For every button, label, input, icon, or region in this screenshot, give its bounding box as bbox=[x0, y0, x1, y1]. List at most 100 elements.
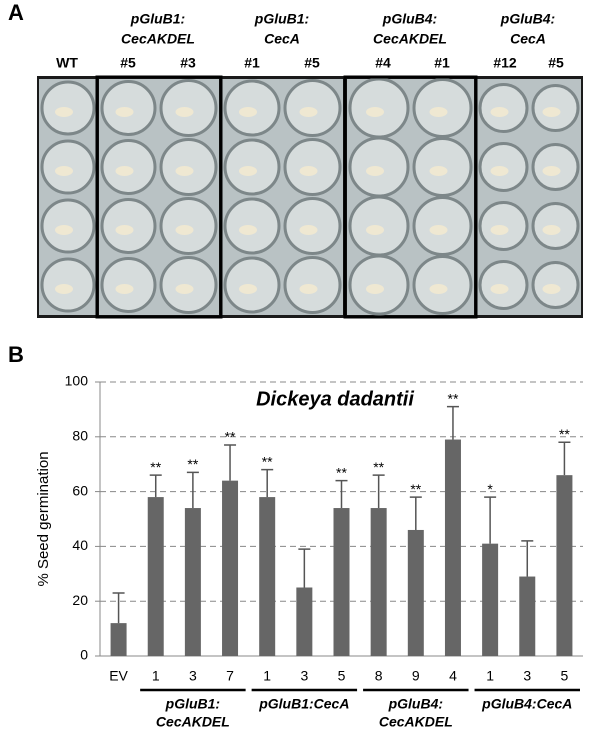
x-tick-label: 8 bbox=[375, 668, 383, 684]
y-tick-label: 20 bbox=[72, 592, 88, 608]
seed bbox=[542, 166, 561, 176]
bar bbox=[407, 529, 424, 656]
seed bbox=[299, 166, 318, 176]
significance: ** bbox=[373, 459, 384, 475]
bar bbox=[556, 475, 573, 656]
seed bbox=[542, 225, 561, 235]
bar bbox=[519, 576, 536, 656]
seed bbox=[55, 225, 73, 235]
seed bbox=[542, 284, 561, 294]
error-bar bbox=[409, 496, 422, 530]
x-tick-label: 7 bbox=[226, 668, 234, 684]
y-axis-label: % Seed germination bbox=[35, 451, 52, 586]
column-label: #4 bbox=[375, 55, 391, 71]
group-header: pGluB1: bbox=[130, 11, 185, 27]
seed bbox=[366, 166, 384, 176]
seed bbox=[175, 225, 194, 235]
bar bbox=[333, 508, 350, 656]
x-tick-label: 3 bbox=[300, 668, 308, 684]
error-bar bbox=[149, 474, 162, 498]
error-bar bbox=[224, 444, 237, 481]
x-tick-label: 5 bbox=[338, 668, 346, 684]
group-header: pGluB4: bbox=[500, 11, 555, 27]
seed bbox=[55, 107, 73, 117]
group-header: CecA bbox=[264, 31, 300, 47]
x-tick-label: 1 bbox=[486, 668, 494, 684]
error-bar bbox=[484, 496, 497, 544]
column-label: #3 bbox=[180, 55, 196, 71]
seed bbox=[239, 166, 257, 176]
seed bbox=[55, 166, 73, 176]
bar bbox=[482, 543, 499, 656]
bar bbox=[147, 497, 164, 656]
group-header: pGluB1: bbox=[254, 11, 309, 27]
column-label: #5 bbox=[120, 55, 136, 71]
column-label: WT bbox=[56, 55, 78, 71]
group-header: CecAKDEL bbox=[373, 31, 447, 47]
x-tick-label: EV bbox=[109, 668, 128, 684]
seed bbox=[115, 225, 134, 235]
seed bbox=[239, 284, 257, 294]
panel-label: A bbox=[8, 0, 24, 25]
x-tick-label: 1 bbox=[263, 668, 271, 684]
error-bar bbox=[335, 479, 348, 509]
column-label: #5 bbox=[304, 55, 320, 71]
seed bbox=[490, 107, 509, 117]
seed bbox=[429, 225, 448, 235]
group-header: pGluB4: bbox=[382, 11, 437, 27]
error-bar bbox=[446, 405, 459, 440]
group-label: pGluB4: bbox=[388, 696, 443, 712]
seed bbox=[490, 225, 509, 235]
x-tick-label: 3 bbox=[523, 668, 531, 684]
significance: ** bbox=[150, 459, 161, 475]
group-label: pGluB1:CecA bbox=[258, 696, 349, 712]
column-label: #1 bbox=[244, 55, 260, 71]
y-tick-label: 40 bbox=[72, 537, 88, 553]
bar bbox=[110, 623, 127, 656]
error-bar bbox=[521, 540, 534, 577]
significance: * bbox=[487, 481, 493, 497]
photo bbox=[37, 75, 583, 319]
significance: ** bbox=[410, 481, 421, 497]
bar bbox=[184, 508, 201, 656]
group-label: CecAKDEL bbox=[379, 714, 453, 730]
error-bar bbox=[558, 441, 571, 476]
significance: ** bbox=[262, 453, 273, 469]
seed bbox=[366, 107, 384, 117]
error-bar bbox=[261, 468, 274, 498]
group-frame bbox=[95, 75, 223, 319]
seed bbox=[429, 166, 448, 176]
group-label: pGluB4:CecA bbox=[481, 696, 572, 712]
significance: ** bbox=[559, 426, 570, 442]
seed bbox=[175, 284, 194, 294]
error-bar bbox=[112, 592, 125, 624]
x-tick-label: 4 bbox=[449, 668, 457, 684]
x-tick-label: 5 bbox=[561, 668, 569, 684]
group-label: pGluB1: bbox=[165, 696, 220, 712]
seed bbox=[490, 284, 509, 294]
seed bbox=[115, 166, 134, 176]
x-tick-label: 3 bbox=[189, 668, 197, 684]
panel-label: B bbox=[8, 342, 24, 367]
significance: ** bbox=[187, 456, 198, 472]
seed bbox=[299, 225, 318, 235]
error-bar bbox=[298, 548, 311, 588]
seed bbox=[299, 107, 318, 117]
x-tick-label: 9 bbox=[412, 668, 420, 684]
error-bar bbox=[186, 471, 199, 509]
y-tick-label: 100 bbox=[65, 373, 89, 389]
seed bbox=[542, 107, 561, 117]
seed bbox=[175, 107, 194, 117]
group-frame bbox=[343, 75, 478, 319]
column-label: #5 bbox=[548, 55, 564, 71]
bar bbox=[296, 587, 313, 656]
seed bbox=[115, 107, 134, 117]
seed bbox=[239, 107, 257, 117]
group-header: CecAKDEL bbox=[121, 31, 195, 47]
bar bbox=[259, 497, 276, 656]
seed bbox=[55, 284, 73, 294]
seed bbox=[239, 225, 257, 235]
x-tick-label: 1 bbox=[152, 668, 160, 684]
seed bbox=[490, 166, 509, 176]
column-label: #1 bbox=[434, 55, 450, 71]
